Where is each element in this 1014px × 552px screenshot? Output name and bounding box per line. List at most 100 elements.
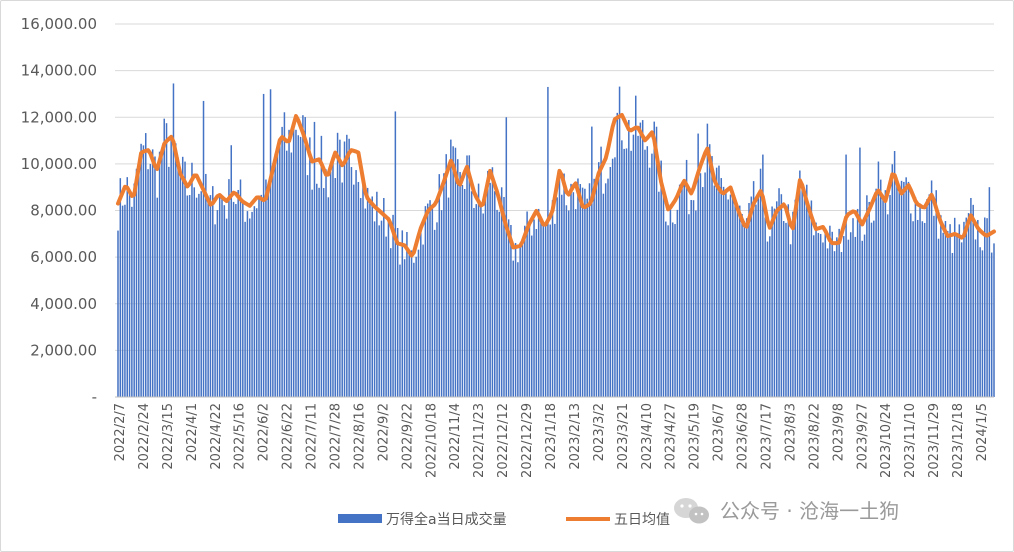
volume-bar xyxy=(482,213,484,397)
volume-bar xyxy=(916,219,919,397)
volume-bar xyxy=(977,219,979,397)
volume-bar xyxy=(429,200,431,397)
volume-bar xyxy=(752,181,755,397)
volume-bar xyxy=(387,221,390,397)
volume-bar xyxy=(697,133,699,397)
volume-bar xyxy=(965,217,968,397)
volume-bar xyxy=(896,181,898,397)
volume-bar xyxy=(702,187,704,397)
volume-bar xyxy=(302,115,304,397)
x-tick-label: 2022/8/16 xyxy=(352,403,367,470)
volume-bar xyxy=(193,187,196,397)
volume-bar xyxy=(570,183,572,397)
volume-bar xyxy=(283,112,286,397)
watermark-text: 公众号 · 沧海一土狗 xyxy=(720,499,899,523)
volume-bar xyxy=(683,184,686,397)
volume-bar xyxy=(563,173,565,397)
volume-bar xyxy=(875,188,877,397)
volume-bar xyxy=(639,122,642,397)
volume-bar xyxy=(704,172,706,397)
volume-bar xyxy=(135,168,138,397)
x-tick-label: 2022/5/16 xyxy=(233,403,248,470)
volume-bar xyxy=(306,175,309,397)
volume-bar xyxy=(886,214,889,397)
x-tick-label: 2024/1/5 xyxy=(975,403,990,461)
x-tick-label: 2022/2/7 xyxy=(113,403,128,461)
volume-bar xyxy=(695,210,697,397)
volume-bar xyxy=(986,218,988,397)
volume-bar xyxy=(852,218,854,397)
volume-bar xyxy=(748,202,750,397)
volume-bar xyxy=(817,232,820,397)
volume-bar xyxy=(396,227,399,397)
volume-bar xyxy=(318,187,320,397)
volume-bar xyxy=(972,204,974,397)
volume-bar xyxy=(401,230,404,397)
volume-bar xyxy=(953,217,956,397)
x-axis-tick-labels: 2022/2/7 2022/2/24 2022/3/15 2022/4/1 2022/4… xyxy=(113,403,990,478)
x-tick-label: 2023/4/10 xyxy=(640,403,655,470)
x-tick-label: 2023/2/13 xyxy=(568,403,583,470)
volume-bar xyxy=(843,236,845,397)
volume-bar xyxy=(558,170,561,397)
volume-bar xyxy=(431,208,434,397)
volume-bar xyxy=(285,150,288,397)
volume-bar xyxy=(415,256,417,397)
volume-bar xyxy=(138,166,140,397)
volume-bar xyxy=(824,228,827,397)
volume-bar xyxy=(595,178,598,397)
x-tick-label: 2022/11/4 xyxy=(448,403,463,470)
volume-bar xyxy=(406,232,408,397)
volume-bar xyxy=(602,193,605,397)
volume-bar xyxy=(984,217,986,397)
volume-bar xyxy=(242,202,244,397)
x-tick-label: 2023/9/27 xyxy=(855,403,870,470)
volume-bar xyxy=(530,235,533,397)
volume-bar xyxy=(671,222,674,397)
volume-bar xyxy=(621,140,623,397)
volume-bar xyxy=(611,158,614,397)
volume-bar xyxy=(373,221,376,397)
volume-bar xyxy=(131,206,133,397)
volume-bar xyxy=(179,171,182,397)
volume-bar xyxy=(540,220,542,397)
volume-bar xyxy=(304,117,306,397)
volume-bar xyxy=(184,161,186,397)
volume-bar xyxy=(156,197,159,397)
volume-bar xyxy=(389,248,392,397)
volume-bar xyxy=(422,244,424,397)
volume-bar xyxy=(295,129,297,397)
volume-bar xyxy=(630,150,632,397)
volume-bar xyxy=(836,237,838,397)
y-tick-label: 2,000.00 xyxy=(30,341,97,359)
volume-bar xyxy=(443,173,445,397)
volume-bar xyxy=(988,187,991,397)
volume-bar xyxy=(244,221,246,397)
volume-bar xyxy=(926,199,928,397)
volume-bar xyxy=(117,230,119,397)
volume-bar xyxy=(713,185,716,397)
volume-bar xyxy=(773,208,776,397)
volume-bar xyxy=(944,221,947,397)
volume-bar xyxy=(489,182,491,397)
volume-bar xyxy=(812,235,815,397)
volume-bar xyxy=(521,241,524,397)
volume-bar xyxy=(232,201,235,397)
volume-bar xyxy=(214,224,216,397)
x-tick-label: 2022/2/24 xyxy=(137,403,152,470)
volume-bar xyxy=(498,211,501,397)
volume-bar xyxy=(847,239,850,397)
volume-bar xyxy=(207,198,209,397)
volume-bar xyxy=(736,206,739,397)
volume-bar xyxy=(322,188,325,397)
volume-bar xyxy=(544,226,547,397)
volume-bar xyxy=(958,224,961,397)
volume-bar xyxy=(819,233,822,397)
volume-bar xyxy=(186,195,189,397)
volume-bar xyxy=(353,184,355,397)
volume-bar xyxy=(477,183,480,397)
volume-bar xyxy=(572,192,575,397)
volume-bar xyxy=(815,222,817,397)
volume-bar xyxy=(831,231,833,397)
volume-bar xyxy=(507,219,510,397)
